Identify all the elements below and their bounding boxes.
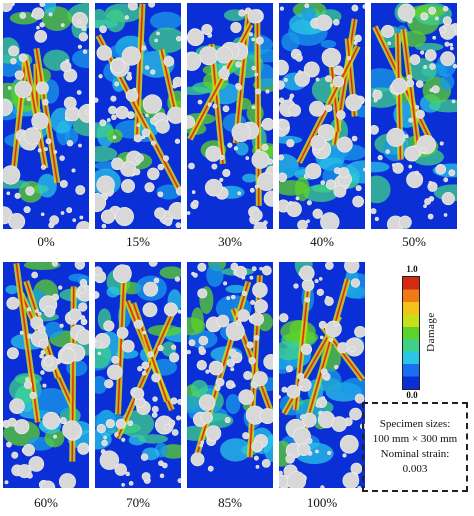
damage-map-50: [371, 3, 457, 229]
colorbar-max-label: 1.0: [406, 264, 418, 274]
damage-svg: [95, 262, 181, 488]
caption-30: 30%: [218, 234, 242, 249]
info-line-dimensions: 100 mm × 300 mm: [372, 433, 458, 445]
damage-map-30: [187, 3, 273, 229]
caption-85: 85%: [218, 495, 242, 510]
info-line-strain-value: 0.003: [402, 463, 428, 475]
damage-colorbar: [402, 276, 420, 390]
caption-70: 70%: [126, 495, 150, 510]
caption-100: 100%: [306, 495, 338, 510]
damage-svg: [279, 262, 365, 488]
damage-map-40: [279, 3, 365, 229]
damage-svg: [187, 262, 273, 488]
damage-svg: [95, 3, 181, 229]
damage-svg: [187, 3, 273, 229]
specimen-info-box: Specimen sizes: 100 mm × 300 mm Nominal …: [362, 402, 468, 492]
colorbar-title: Damage: [425, 312, 437, 352]
damage-svg: [371, 3, 457, 229]
damage-map-100: [279, 262, 365, 488]
damage-map-15: [95, 3, 181, 229]
caption-50: 50%: [402, 234, 426, 249]
caption-15: 15%: [126, 234, 150, 249]
info-line-nominal-strain: Nominal strain:: [380, 448, 450, 460]
info-line-specimen-sizes: Specimen sizes:: [379, 418, 451, 430]
caption-60: 60%: [34, 495, 58, 510]
damage-map-85: [187, 262, 273, 488]
damage-svg: [279, 3, 365, 229]
damage-map-70: [95, 262, 181, 488]
colorbar-min-label: 0.0: [406, 390, 418, 400]
damage-svg: [3, 262, 89, 488]
damage-map-60: [3, 262, 89, 488]
caption-40: 40%: [310, 234, 334, 249]
caption-0: 0%: [37, 234, 55, 249]
damage-svg: [3, 3, 89, 229]
damage-map-0: [3, 3, 89, 229]
